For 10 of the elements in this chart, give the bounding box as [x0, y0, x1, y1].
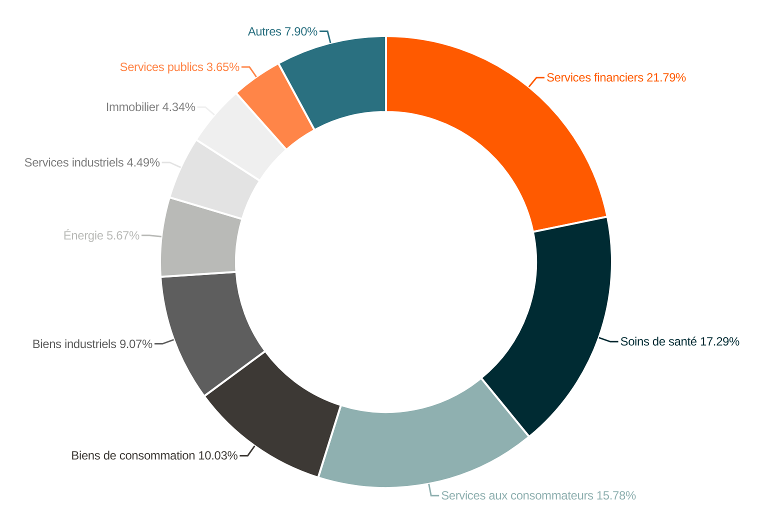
slice-label: Services publics 3.65% [120, 60, 240, 74]
slice-label: Autres 7.90% [248, 24, 318, 38]
slice-label: Soins de santé 17.29% [620, 334, 740, 349]
slice-label: Biens industriels 9.07% [32, 336, 154, 351]
slice-label: Services financiers 21.79% [546, 70, 687, 85]
slice-label: Immobilier 4.34% [106, 100, 196, 114]
slice-label: Services aux consommateurs 15.78% [441, 488, 636, 503]
slice-label: Biens de consommation 10.03% [71, 448, 238, 463]
slice-label: Services industriels 4.49% [24, 155, 160, 170]
slice-label: Énergie 5.67% [63, 228, 140, 242]
